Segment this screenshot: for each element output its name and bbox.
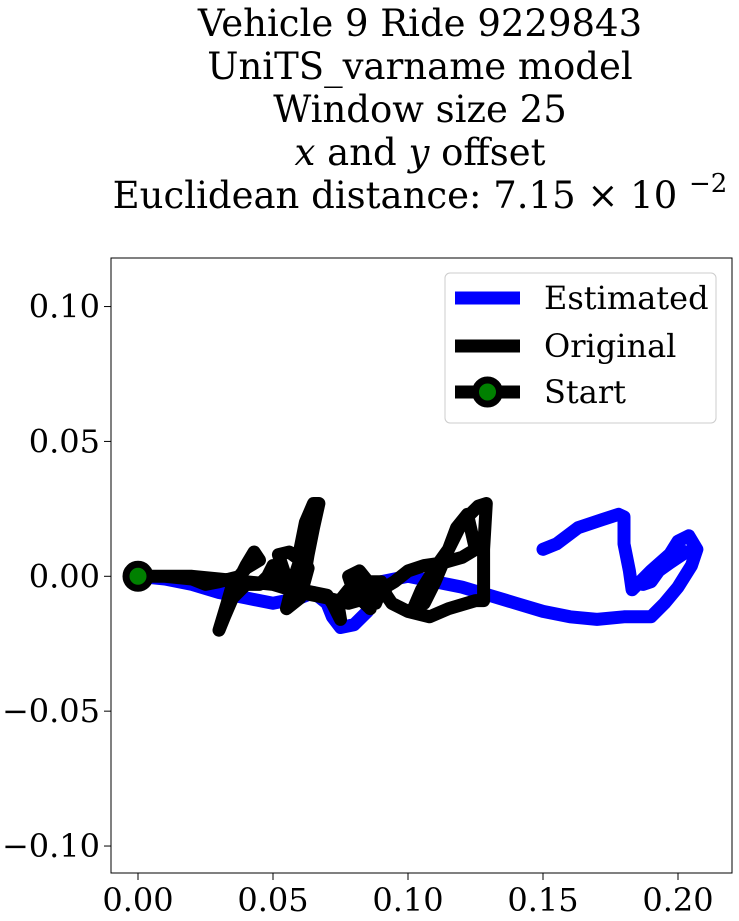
axes: 0.00 0.05 0.10 0.15 0.20 −0.10 −0.05 0.00 0.05 0.… xyxy=(2,257,733,919)
title-line-1: Vehicle 9 Ride 9229843 xyxy=(197,2,642,45)
title-line-2: UniTS_varname model xyxy=(207,45,632,89)
start-marker xyxy=(122,560,154,592)
y-tick-label: 0.00 xyxy=(29,557,100,595)
title-line-4: x and y offset xyxy=(295,131,546,174)
title-var-y: y xyxy=(406,131,430,174)
title-offset: offset xyxy=(441,131,545,174)
legend-swatch-start-marker xyxy=(472,376,503,408)
distance-exponent: −2 xyxy=(689,169,727,199)
x-tick-label: 0.20 xyxy=(642,881,713,919)
series-original-line xyxy=(131,497,493,637)
x-tick-label: 0.05 xyxy=(237,881,308,919)
title-line-5: Euclidean distance: 7.15 × 10 −2 xyxy=(113,169,728,217)
plot-frame xyxy=(110,257,733,874)
x-tick-label: 0.10 xyxy=(372,881,443,919)
legend-label-start: Start xyxy=(544,373,626,411)
title-and: and xyxy=(327,131,397,174)
distance-prefix: Euclidean distance: 7.15 × 10 xyxy=(113,174,678,217)
y-tick-label: −0.05 xyxy=(2,692,100,730)
plot-area xyxy=(122,497,704,637)
title-var-x: x xyxy=(295,131,316,174)
legend-label-original: Original xyxy=(544,327,676,365)
chart-title: Vehicle 9 Ride 9229843 UniTS_varname mod… xyxy=(113,2,728,217)
legend: Estimated Original Start xyxy=(444,272,717,424)
title-line-3: Window size 25 xyxy=(273,88,567,131)
y-tick-label: −0.10 xyxy=(2,827,100,865)
series-group xyxy=(122,497,704,637)
legend-label-estimated: Estimated xyxy=(544,279,709,317)
x-tick-label: 0.15 xyxy=(507,881,578,919)
y-tick-label: 0.10 xyxy=(29,288,100,326)
x-tick-label: 0.00 xyxy=(102,881,173,919)
y-tick-label: 0.05 xyxy=(29,422,100,460)
